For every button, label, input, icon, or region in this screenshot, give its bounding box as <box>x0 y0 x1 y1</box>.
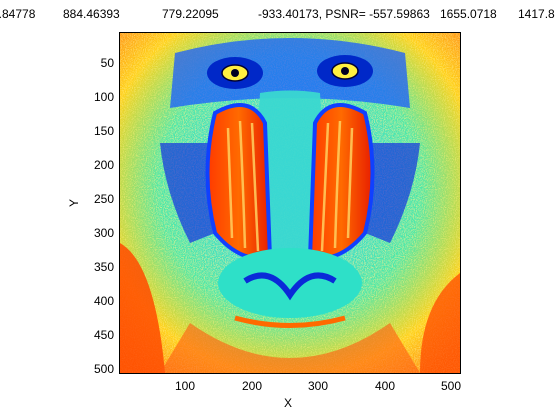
title-segment-6: 1417.8 <box>518 7 555 21</box>
title-segment-1: 5.84778 <box>0 7 36 21</box>
figure-title: 5.84778 884.46393 779.22095 -933.40173, … <box>0 6 560 24</box>
x-tick-label: 300 <box>307 379 329 393</box>
right-cheek <box>307 103 375 261</box>
mouth <box>234 315 346 328</box>
nostrils <box>243 272 337 301</box>
mandrill-image <box>120 33 460 373</box>
title-segment-3: 779.22095 <box>162 7 219 21</box>
left-cheek <box>205 103 273 261</box>
right-blue-shadow <box>365 143 420 243</box>
title-segment-4: -933.40173, PSNR= -557.59863 <box>258 7 430 21</box>
image-axes[interactable] <box>119 32 461 374</box>
muzzle <box>218 248 362 318</box>
lower-right-fur <box>420 273 460 373</box>
title-segment-2: 884.46393 <box>63 7 120 21</box>
y-tick-label: 500 <box>93 362 114 376</box>
y-tick-label: 300 <box>93 226 114 240</box>
y-tick-label: 200 <box>93 158 114 172</box>
x-tick-label: 100 <box>174 379 196 393</box>
x-tick-label: 500 <box>440 379 462 393</box>
y-tick-label: 250 <box>93 192 114 206</box>
beard <box>160 323 420 373</box>
y-tick-label: 50 <box>100 56 114 70</box>
x-tick-label: 200 <box>241 379 263 393</box>
lower-left-fur <box>120 243 165 373</box>
y-tick-label: 400 <box>93 294 114 308</box>
left-blue-shadow <box>160 143 215 243</box>
x-tick-label: 400 <box>374 379 396 393</box>
y-tick-label: 150 <box>93 124 114 138</box>
y-axis-label: Y <box>67 198 82 208</box>
y-tick-label: 450 <box>93 328 114 342</box>
y-tick-label: 350 <box>93 260 114 274</box>
x-axis-label: X <box>284 396 293 410</box>
y-tick-label: 100 <box>93 90 114 104</box>
title-segment-5: 1655.0718 <box>440 7 497 21</box>
